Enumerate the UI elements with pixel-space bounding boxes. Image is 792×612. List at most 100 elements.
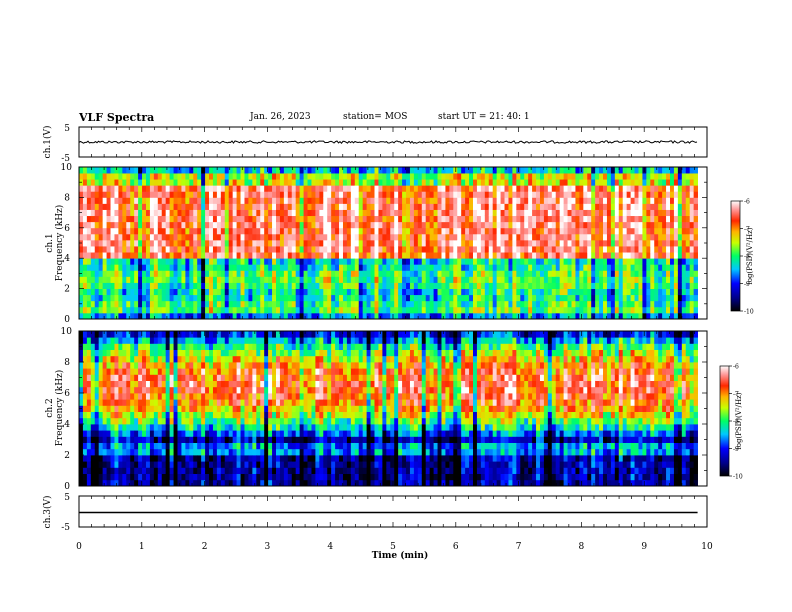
- spectrogram-cell: [390, 173, 395, 180]
- spectrogram-cell: [299, 258, 304, 265]
- spectrogram-cell: [346, 270, 352, 277]
- spectrogram-cell: [276, 294, 281, 302]
- spectrogram-cell: [378, 179, 383, 186]
- spectrogram-cell: [118, 393, 123, 400]
- spectrogram-cell: [86, 282, 92, 289]
- spectrogram-cell: [145, 239, 151, 247]
- spectrogram-cell: [484, 264, 490, 271]
- spectrogram-cell: [567, 167, 572, 174]
- spectrogram-cell: [236, 300, 241, 308]
- spectrogram-cell: [599, 300, 604, 308]
- spectrogram-cell: [181, 276, 186, 283]
- spectrogram-cell: [339, 203, 344, 210]
- spectrogram-cell: [386, 294, 391, 302]
- spectrogram-cell: [189, 479, 194, 486]
- spectrogram-cell: [638, 246, 643, 253]
- spectrogram-cell: [563, 282, 568, 289]
- spectrogram-cell: [402, 276, 407, 283]
- spectrogram-cell: [201, 430, 206, 437]
- spectrogram-cell: [473, 306, 478, 314]
- spectrogram-cell: [153, 349, 159, 357]
- spectrogram-cell: [666, 312, 671, 319]
- spectrogram-cell: [622, 258, 628, 265]
- spectrogram-cell: [138, 221, 143, 229]
- spectrogram-cell: [315, 221, 320, 229]
- spectrogram-cell: [484, 233, 490, 241]
- spectrogram-cell: [82, 368, 88, 375]
- spectrogram-cell: [374, 300, 379, 308]
- spectrogram-cell: [492, 233, 498, 241]
- spectrogram-cell: [327, 294, 332, 302]
- spectrogram-cell: [528, 191, 533, 198]
- spectrogram-cell: [98, 282, 104, 289]
- spectrogram-cell: [114, 221, 119, 229]
- spectrogram-cell: [417, 221, 423, 229]
- spectrogram-cell: [145, 221, 151, 229]
- spectrogram-cell: [149, 258, 155, 265]
- spectrogram-cell: [437, 312, 442, 319]
- spectrogram-cell: [185, 399, 190, 406]
- spectrogram-cell: [579, 306, 584, 314]
- spectrogram-cell: [476, 264, 482, 271]
- spectrogram-cell: [256, 312, 261, 319]
- spectrogram-cell: [94, 368, 100, 375]
- spectrogram-cell: [244, 282, 249, 289]
- spectrogram-cell: [575, 215, 580, 223]
- spectrogram-cell: [102, 276, 107, 283]
- spectrogram-cell: [189, 197, 194, 204]
- spectrogram-cell: [173, 239, 178, 247]
- spectrogram-cell: [626, 233, 631, 241]
- spectrogram-cell: [220, 288, 226, 296]
- spectrogram-cell: [86, 185, 92, 192]
- spectrogram-cell: [106, 479, 111, 486]
- spectrogram-cell: [268, 264, 273, 271]
- spectrogram-cell: [311, 227, 316, 235]
- spectrogram-cell: [114, 343, 119, 350]
- spectrogram-cell: [295, 306, 301, 314]
- spectrogram-cell: [429, 221, 434, 229]
- spectrogram-cell: [118, 300, 123, 308]
- spectrogram-cell: [161, 252, 167, 259]
- spectrogram-cell: [118, 233, 123, 241]
- spectrogram-cell: [228, 288, 234, 296]
- spectrogram-cell: [260, 270, 265, 277]
- spectrogram-cell: [441, 233, 446, 241]
- spectrogram-cell: [90, 215, 96, 223]
- spectrogram-cell: [232, 185, 237, 192]
- spectrogram-cell: [374, 167, 379, 174]
- spectrogram-cell: [370, 233, 375, 241]
- spectrogram-cell: [169, 467, 174, 474]
- spectrogram-cell: [339, 239, 344, 247]
- spectrogram-cell: [358, 209, 364, 217]
- spectrogram-cell: [374, 197, 379, 204]
- spectrogram-cell: [189, 167, 194, 174]
- spectrogram-cell: [610, 173, 616, 180]
- spectrogram-cell: [90, 436, 96, 443]
- spectrogram-cell: [220, 312, 226, 319]
- spectrogram-cell: [512, 227, 517, 235]
- spectrogram-cell: [145, 233, 151, 241]
- spectrogram-cell: [610, 288, 616, 296]
- spectrogram-cell: [134, 467, 139, 474]
- spectrogram-cell: [563, 264, 568, 271]
- spectrogram-cell: [378, 276, 383, 283]
- spectrogram-cell: [201, 479, 206, 486]
- spectrogram-cell: [319, 282, 324, 289]
- spectrogram-cell: [374, 239, 379, 247]
- spectrogram-cell: [532, 288, 537, 296]
- spectrogram-cell: [118, 368, 123, 375]
- spectrogram-cell: [512, 215, 517, 223]
- spectrogram-cell: [138, 300, 143, 308]
- spectrogram-cell: [638, 252, 643, 259]
- spectrogram-cell: [626, 270, 631, 277]
- spectrogram-cell: [228, 173, 234, 180]
- spectrogram-cell: [79, 197, 84, 204]
- spectrogram-cell: [201, 209, 206, 217]
- spectrogram-cell: [189, 306, 194, 314]
- spectrogram-cell: [658, 209, 663, 217]
- spectrogram-cell: [157, 239, 163, 247]
- spectrogram-cell: [689, 246, 695, 253]
- spectrogram-cell: [539, 191, 545, 198]
- spectrogram-cell: [177, 448, 182, 456]
- spectrogram-cell: [524, 233, 529, 241]
